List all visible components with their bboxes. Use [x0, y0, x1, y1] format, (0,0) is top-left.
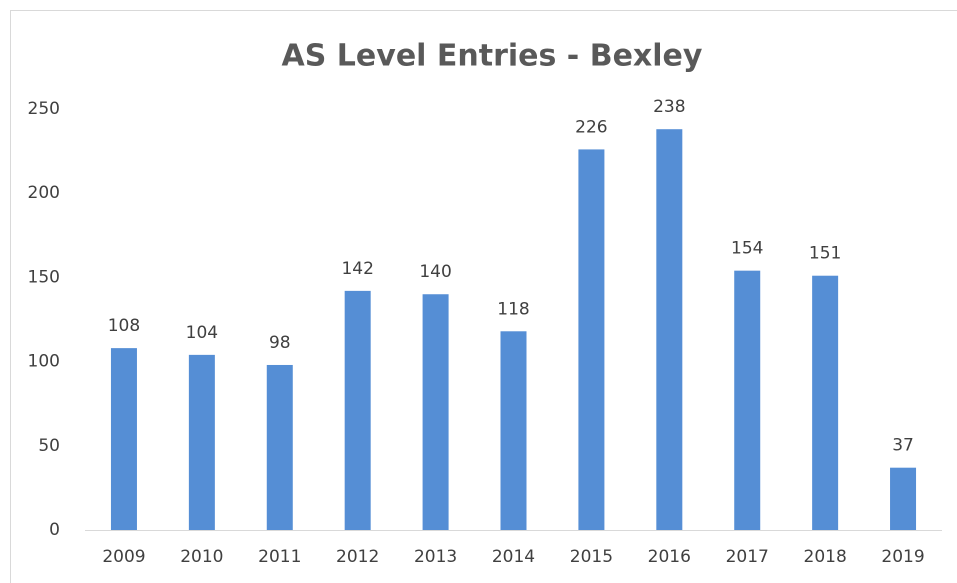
data-label: 108 — [108, 316, 140, 336]
x-tick-label: 2015 — [570, 547, 613, 567]
data-label: 118 — [497, 299, 529, 319]
x-tick-label: 2010 — [180, 547, 223, 567]
data-label: 151 — [809, 244, 841, 264]
y-tick-label: 100 — [28, 352, 60, 372]
chart-border — [10, 10, 957, 583]
data-label: 154 — [731, 239, 763, 259]
bar — [110, 348, 137, 530]
bar — [734, 270, 761, 530]
data-label: 142 — [341, 259, 373, 279]
y-tick-label: 150 — [28, 267, 60, 287]
bar — [422, 294, 449, 530]
x-tick-label: 2018 — [804, 547, 847, 567]
x-tick-label: 2019 — [881, 547, 924, 567]
bar — [656, 129, 683, 530]
chart-title: AS Level Entries - Bexley — [282, 39, 703, 74]
y-tick-label: 250 — [28, 99, 60, 119]
x-tick-label: 2011 — [258, 547, 301, 567]
bar — [188, 354, 215, 530]
data-label: 140 — [419, 262, 451, 282]
x-tick-label: 2013 — [414, 547, 457, 567]
y-tick-label: 50 — [38, 436, 60, 456]
x-tick-label: 2014 — [492, 547, 535, 567]
bar — [812, 275, 839, 530]
data-label: 104 — [186, 323, 218, 343]
bar — [344, 290, 371, 530]
x-tick-label: 2009 — [102, 547, 145, 567]
y-tick-label: 200 — [28, 183, 60, 203]
data-label: 226 — [575, 117, 607, 137]
x-tick-label: 2017 — [726, 547, 769, 567]
x-tick-label: 2016 — [648, 547, 691, 567]
bar — [266, 364, 293, 530]
data-label: 238 — [653, 97, 685, 117]
bar — [578, 149, 605, 530]
bar — [890, 467, 917, 530]
data-label: 98 — [269, 333, 291, 353]
data-label: 37 — [892, 436, 914, 456]
y-tick-label: 0 — [49, 520, 60, 540]
bar — [500, 331, 527, 530]
x-tick-label: 2012 — [336, 547, 379, 567]
